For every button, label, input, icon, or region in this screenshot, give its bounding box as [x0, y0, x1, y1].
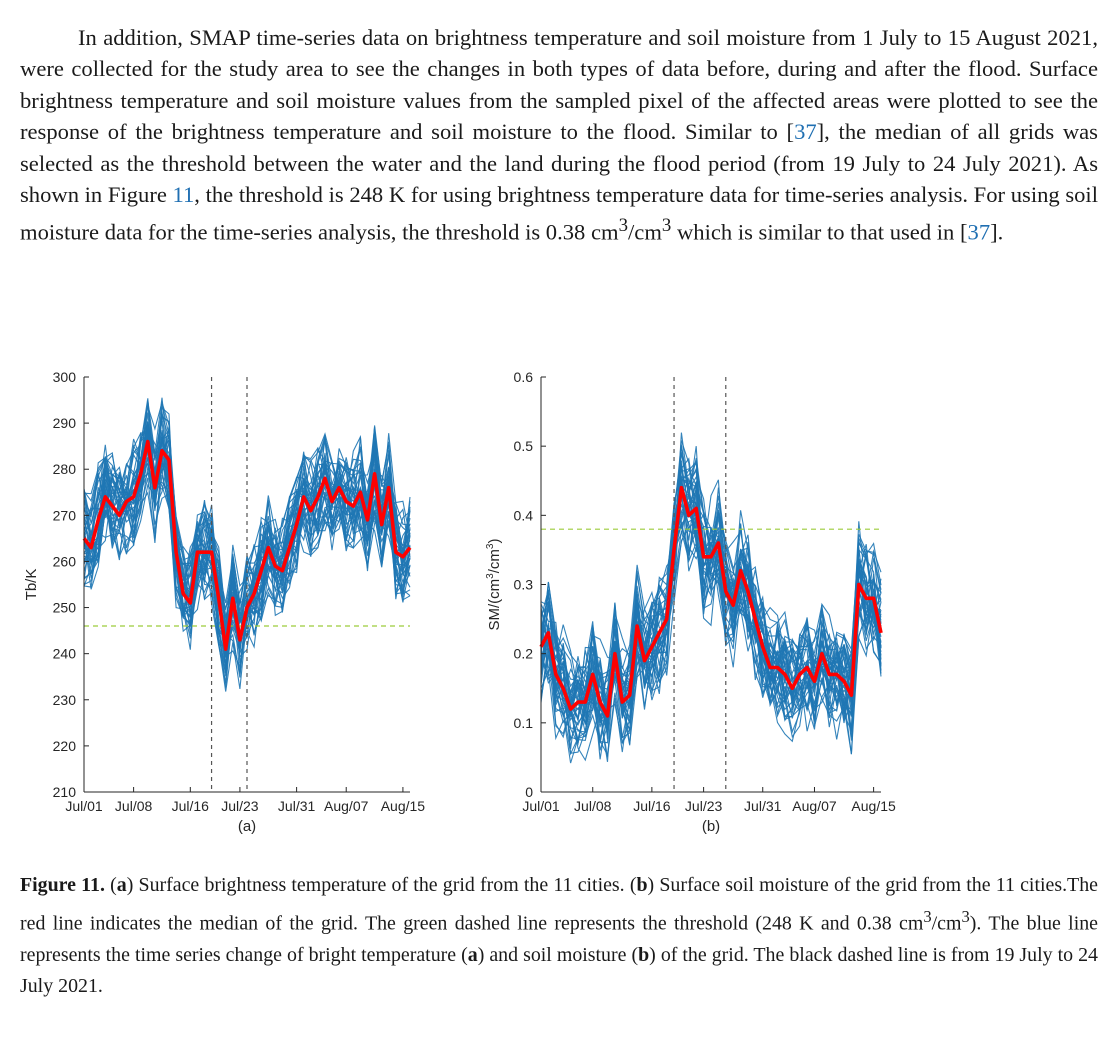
- x-tick-label: Aug/15: [851, 798, 896, 814]
- grid-series-line: [83, 451, 411, 668]
- x-tick-label: Jul/08: [574, 798, 612, 814]
- body-paragraph: In addition, SMAP time-series data on br…: [20, 25, 1098, 245]
- x-tick-label: Jul/16: [633, 798, 671, 814]
- y-axis-label: Tb/K: [23, 569, 40, 601]
- y-tick-label: 250: [53, 600, 77, 616]
- y-tick-label: 0.1: [514, 715, 534, 731]
- x-tick-label: Jul/08: [115, 798, 153, 814]
- panel-a-chart: 210 220 230 240 250 260 270 280 290 300 Jul/01 Jul/…: [23, 369, 425, 835]
- y-tick-label: 0.4: [514, 507, 534, 523]
- y-axis-label: SM/(cm3/cm3): [485, 539, 503, 631]
- panel-b-chart: 0 0.1 0.2 0.3 0.4 0.5 0.6 Jul/01 Jul/08 Jul/16 Jul…: [485, 369, 896, 835]
- x-tick-label: Aug/07: [324, 798, 369, 814]
- grid-series-line: [540, 489, 882, 725]
- grid-series-line: [540, 440, 882, 708]
- x-tick-label: Aug/07: [792, 798, 837, 814]
- median-line: [82, 439, 412, 651]
- figure-label: Figure 11.: [20, 874, 105, 896]
- y-tick-label: 280: [53, 461, 77, 477]
- y-tick-label: 0.3: [514, 577, 534, 593]
- y-tick-label: 240: [53, 646, 77, 662]
- y-tick-label: 0.6: [514, 369, 534, 385]
- x-tick-label: Jul/23: [221, 798, 259, 814]
- x-tick-label: Jul/23: [685, 798, 723, 814]
- grid-series-line: [83, 421, 411, 651]
- y-tick-label: 210: [53, 784, 77, 800]
- x-tick-label: Jul/31: [278, 798, 316, 814]
- median-line: [539, 485, 883, 718]
- figure-link[interactable]: 11: [172, 182, 195, 208]
- y-tick-label: 0: [525, 784, 533, 800]
- x-tick-label: Jul/31: [744, 798, 782, 814]
- grid-series-line: [83, 423, 411, 658]
- y-tick-label: 290: [53, 415, 77, 431]
- y-tick-label: 300: [53, 369, 77, 385]
- x-tick-label: Jul/01: [522, 798, 560, 814]
- y-tick-label: 230: [53, 692, 77, 708]
- y-tick-label: 0.5: [514, 438, 534, 454]
- y-tick-label: 0.2: [514, 646, 534, 662]
- x-tick-label: Jul/16: [172, 798, 210, 814]
- citation-link[interactable]: 37: [794, 119, 817, 145]
- figure-11-panels: 210 220 230 240 250 260 270 280 290 300 Jul/01 Jul/…: [23, 369, 896, 835]
- y-tick-label: 220: [53, 738, 77, 754]
- grid-series-line: [540, 506, 882, 740]
- panel-label: (a): [238, 818, 256, 835]
- y-tick-label: 260: [53, 553, 77, 569]
- figure-caption: Figure 11. (a) Surface brightness temper…: [20, 874, 1099, 998]
- x-tick-label: Aug/15: [381, 798, 426, 814]
- panel-label: (b): [702, 818, 720, 835]
- y-tick-label: 270: [53, 507, 77, 523]
- x-tick-label: Jul/01: [65, 798, 103, 814]
- citation-link[interactable]: 37: [967, 219, 991, 245]
